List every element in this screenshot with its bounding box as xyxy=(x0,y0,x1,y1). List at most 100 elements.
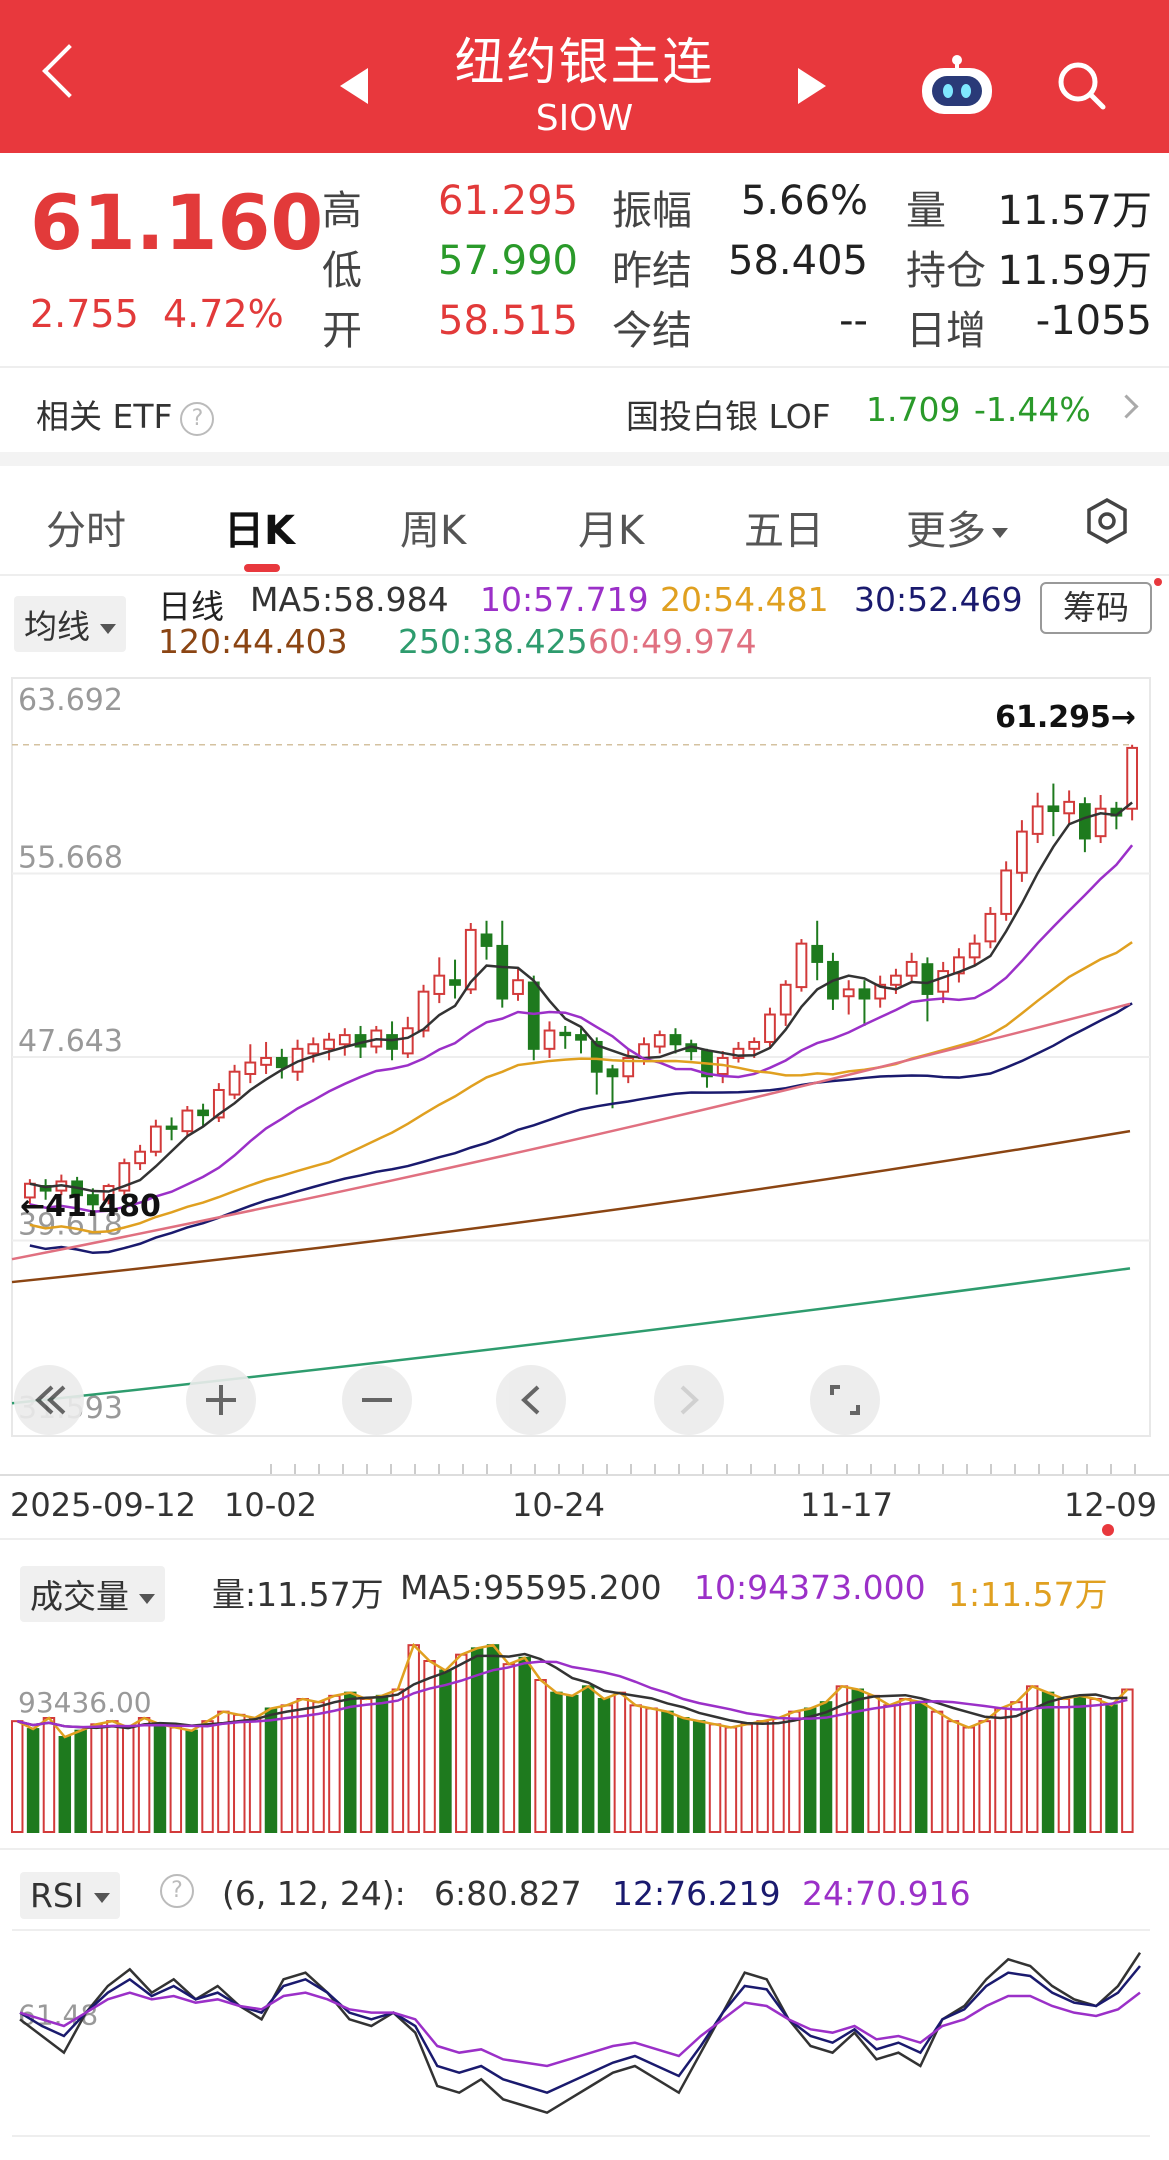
date-tick xyxy=(438,1464,440,1474)
current-date-dot xyxy=(1102,1524,1114,1536)
quote-value: 58.515 xyxy=(438,298,578,344)
quote-label: 持仓 xyxy=(906,248,986,294)
volume-dropdown[interactable]: 成交量 xyxy=(20,1566,165,1622)
settings-gear-icon[interactable] xyxy=(1082,496,1132,546)
date-tick xyxy=(1086,1464,1088,1474)
volume-bar xyxy=(581,1685,595,1834)
symbol-code: SIOW xyxy=(535,98,634,139)
candle-body xyxy=(260,1056,272,1066)
date-tick xyxy=(678,1464,680,1474)
candle-body xyxy=(984,912,997,943)
tab-3[interactable]: 月K xyxy=(578,508,645,554)
candle-body xyxy=(1047,805,1060,813)
quote-label: 昨结 xyxy=(612,248,692,294)
volume-bar xyxy=(930,1710,944,1833)
quote-value: 58.405 xyxy=(728,238,868,284)
candle-body xyxy=(669,1034,682,1046)
chevron-right-icon xyxy=(1114,394,1139,419)
volume-bar xyxy=(867,1694,880,1834)
tab-0[interactable]: 分时 xyxy=(46,508,126,554)
ma-line-5 xyxy=(29,801,1133,1193)
candle-body xyxy=(653,1034,666,1048)
notification-dot xyxy=(1154,578,1162,586)
volume-bar xyxy=(1057,1698,1071,1833)
volume-bar xyxy=(740,1723,753,1833)
volume-bar xyxy=(58,1736,72,1833)
candle-body xyxy=(543,1029,556,1050)
volume-bar xyxy=(899,1698,912,1833)
rsi-line xyxy=(19,1951,1142,2115)
date-tick xyxy=(1014,1464,1016,1474)
divider xyxy=(0,366,1169,368)
date-tick xyxy=(606,1464,608,1474)
candle-body xyxy=(811,944,824,963)
volume-bar xyxy=(74,1729,87,1833)
volume-bar xyxy=(946,1720,960,1833)
tab-4[interactable]: 五日 xyxy=(744,508,824,554)
volume-bar xyxy=(312,1701,325,1833)
volume-bar xyxy=(137,1717,151,1833)
chevron-down-icon xyxy=(992,528,1008,538)
candle-body xyxy=(512,979,524,995)
ma-line-long xyxy=(11,1129,1131,1284)
divider xyxy=(0,1848,1169,1850)
fullscreen-button[interactable] xyxy=(810,1365,880,1435)
date-tick xyxy=(630,1464,632,1474)
prev-contract-icon[interactable] xyxy=(340,68,368,104)
search-icon[interactable] xyxy=(1056,60,1106,110)
quote-label: 开 xyxy=(322,308,362,354)
rsi-line xyxy=(19,1991,1141,2068)
date-tick xyxy=(990,1464,992,1474)
ma-line-20 xyxy=(29,941,1133,1234)
date-label: 10-02 xyxy=(224,1486,317,1524)
date-tick xyxy=(486,1464,488,1474)
ma-legend-item: 10:57.719 xyxy=(480,580,649,619)
candle-body xyxy=(748,1040,761,1050)
date-tick xyxy=(774,1464,776,1474)
volume-bar xyxy=(201,1720,214,1833)
volume-bar xyxy=(217,1710,230,1833)
volume-bar xyxy=(978,1720,991,1833)
tab-1[interactable]: 日K xyxy=(224,508,295,554)
volume-bar xyxy=(819,1701,833,1833)
rsi-legend-item: 6:80.827 xyxy=(434,1874,582,1913)
help-icon[interactable]: ? xyxy=(180,401,215,436)
zoom-in-button[interactable] xyxy=(186,1365,256,1435)
volume-bar xyxy=(1105,1704,1118,1833)
rsi-chart[interactable]: 61.48 xyxy=(0,1926,1169,2146)
scroll-left-button[interactable] xyxy=(496,1365,566,1435)
chips-button[interactable]: 筹码 xyxy=(1040,582,1152,634)
volume-bar xyxy=(439,1669,452,1833)
next-contract-icon[interactable] xyxy=(798,68,826,104)
date-tick xyxy=(1134,1464,1136,1474)
scroll-left-fast-button[interactable] xyxy=(14,1365,84,1435)
help-icon[interactable]: ? xyxy=(160,1874,194,1908)
rsi-legend-item: 24:70.916 xyxy=(802,1874,971,1913)
volume-legend-item: 量:11.57万 xyxy=(212,1575,384,1614)
tab-5[interactable]: 更多 xyxy=(906,498,1008,556)
zoom-out-button[interactable] xyxy=(342,1365,412,1435)
volume-bar xyxy=(185,1729,198,1833)
date-tick xyxy=(702,1464,704,1474)
rsi-params: (6, 12, 24): xyxy=(222,1874,406,1913)
change-percent: 4.72% xyxy=(162,292,284,336)
tab-2[interactable]: 周K xyxy=(400,508,467,554)
volume-bar xyxy=(962,1726,976,1833)
robot-assistant-icon[interactable] xyxy=(918,52,996,116)
volume-bar xyxy=(550,1691,563,1833)
quote-label: 振幅 xyxy=(612,188,692,234)
scroll-right-button[interactable] xyxy=(654,1365,724,1435)
candle-body xyxy=(779,983,792,1016)
quote-label: 日增 xyxy=(906,308,986,354)
indicator-dropdown[interactable]: 均线 xyxy=(14,596,126,652)
section-gap xyxy=(0,452,1169,466)
rsi-dropdown[interactable]: RSI xyxy=(20,1872,120,1919)
candlestick-chart[interactable]: 63.69255.66847.64339.61831.59361.295→←41… xyxy=(0,662,1169,1462)
quote-label: 今结 xyxy=(612,308,692,354)
ma-legend-item: 120:44.403 xyxy=(158,622,348,661)
candle-body xyxy=(764,1013,776,1043)
date-tick xyxy=(798,1464,800,1474)
volume-chart[interactable]: 93436.00 xyxy=(0,1616,1169,1836)
volume-bar xyxy=(169,1726,183,1833)
candle-body xyxy=(323,1038,335,1050)
